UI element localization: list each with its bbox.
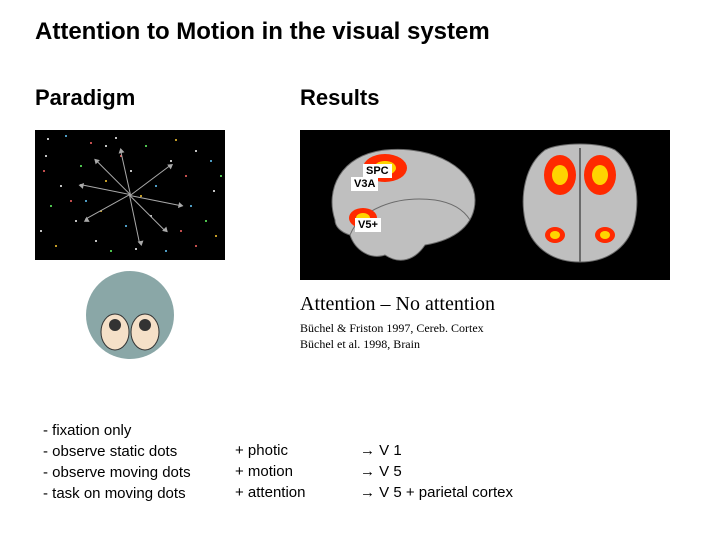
subtitle-paradigm: Paradigm bbox=[35, 85, 135, 111]
contrast-text: Attention – No attention bbox=[300, 293, 495, 316]
conditions-list: - fixation only - observe static dots - … bbox=[43, 420, 191, 504]
list-item: + photic bbox=[235, 440, 305, 461]
brain-dorsal-view bbox=[505, 140, 655, 270]
list-item: → V 5 + parietal cortex bbox=[360, 482, 513, 503]
list-item: - observe moving dots bbox=[43, 462, 191, 483]
brain-results-panel: SPC V3A V5+ bbox=[300, 130, 670, 280]
list-item: - task on moving dots bbox=[43, 483, 191, 504]
arrow-icon: → bbox=[360, 484, 375, 501]
subtitle-results: Results bbox=[300, 85, 379, 111]
list-item: + attention bbox=[235, 482, 305, 503]
label-spc: SPC bbox=[363, 164, 392, 178]
page-title: Attention to Motion in the visual system bbox=[35, 18, 490, 46]
stimulus-additions: + photic + motion + attention bbox=[235, 440, 305, 503]
label-v3a: V3A bbox=[351, 177, 378, 191]
list-item: - fixation only bbox=[43, 420, 191, 441]
citation-line: Büchel & Friston 1997, Cereb. Cortex bbox=[300, 321, 484, 337]
list-item: - observe static dots bbox=[43, 441, 191, 462]
label-v5: V5+ bbox=[355, 218, 381, 232]
brain-lateral-view: SPC V3A V5+ bbox=[315, 140, 485, 270]
citations: Büchel & Friston 1997, Cereb. Cortex Büc… bbox=[300, 321, 484, 352]
list-item: + motion bbox=[235, 461, 305, 482]
starfield-stimulus bbox=[35, 130, 225, 260]
eyes-illustration bbox=[55, 270, 205, 360]
list-item: → V 5 bbox=[360, 461, 513, 482]
region-results: → V 1 → V 5 → V 5 + parietal cortex bbox=[360, 440, 513, 503]
citation-line: Büchel et al. 1998, Brain bbox=[300, 337, 484, 353]
arrow-icon: → bbox=[360, 463, 375, 480]
list-item: → V 1 bbox=[360, 440, 513, 461]
arrow-icon: → bbox=[360, 442, 375, 459]
